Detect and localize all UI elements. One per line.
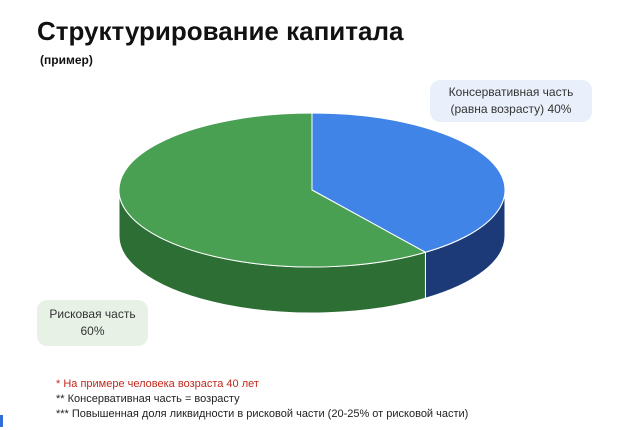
risky-callout-line-1: Рисковая часть — [49, 307, 136, 321]
footnotes: * На примере человека возраста 40 лет **… — [56, 377, 468, 422]
footnote-1: * На примере человека возраста 40 лет — [56, 378, 259, 390]
slide-edge-marker — [0, 415, 3, 427]
page-subtitle: (пример) — [40, 53, 93, 67]
footnote-3: *** Повышенная доля ликвидности в рисков… — [56, 408, 469, 420]
pie-slice-1 — [118, 112, 427, 268]
page-title: Структурирование капитала — [37, 16, 404, 46]
conservative-callout-line-1: Консервативная часть — [448, 85, 574, 99]
risky-callout-line-2: 60% — [80, 324, 105, 338]
pie-slice-0 — [311, 112, 506, 253]
risky-callout: Рисковая часть 60% — [37, 300, 148, 346]
conservative-callout: Консервативная часть (равна возрасту) 40… — [430, 80, 592, 122]
footnote-2: ** Консервативная часть = возрасту — [56, 393, 240, 405]
conservative-callout-line-2: (равна возрасту) 40% — [450, 102, 572, 116]
